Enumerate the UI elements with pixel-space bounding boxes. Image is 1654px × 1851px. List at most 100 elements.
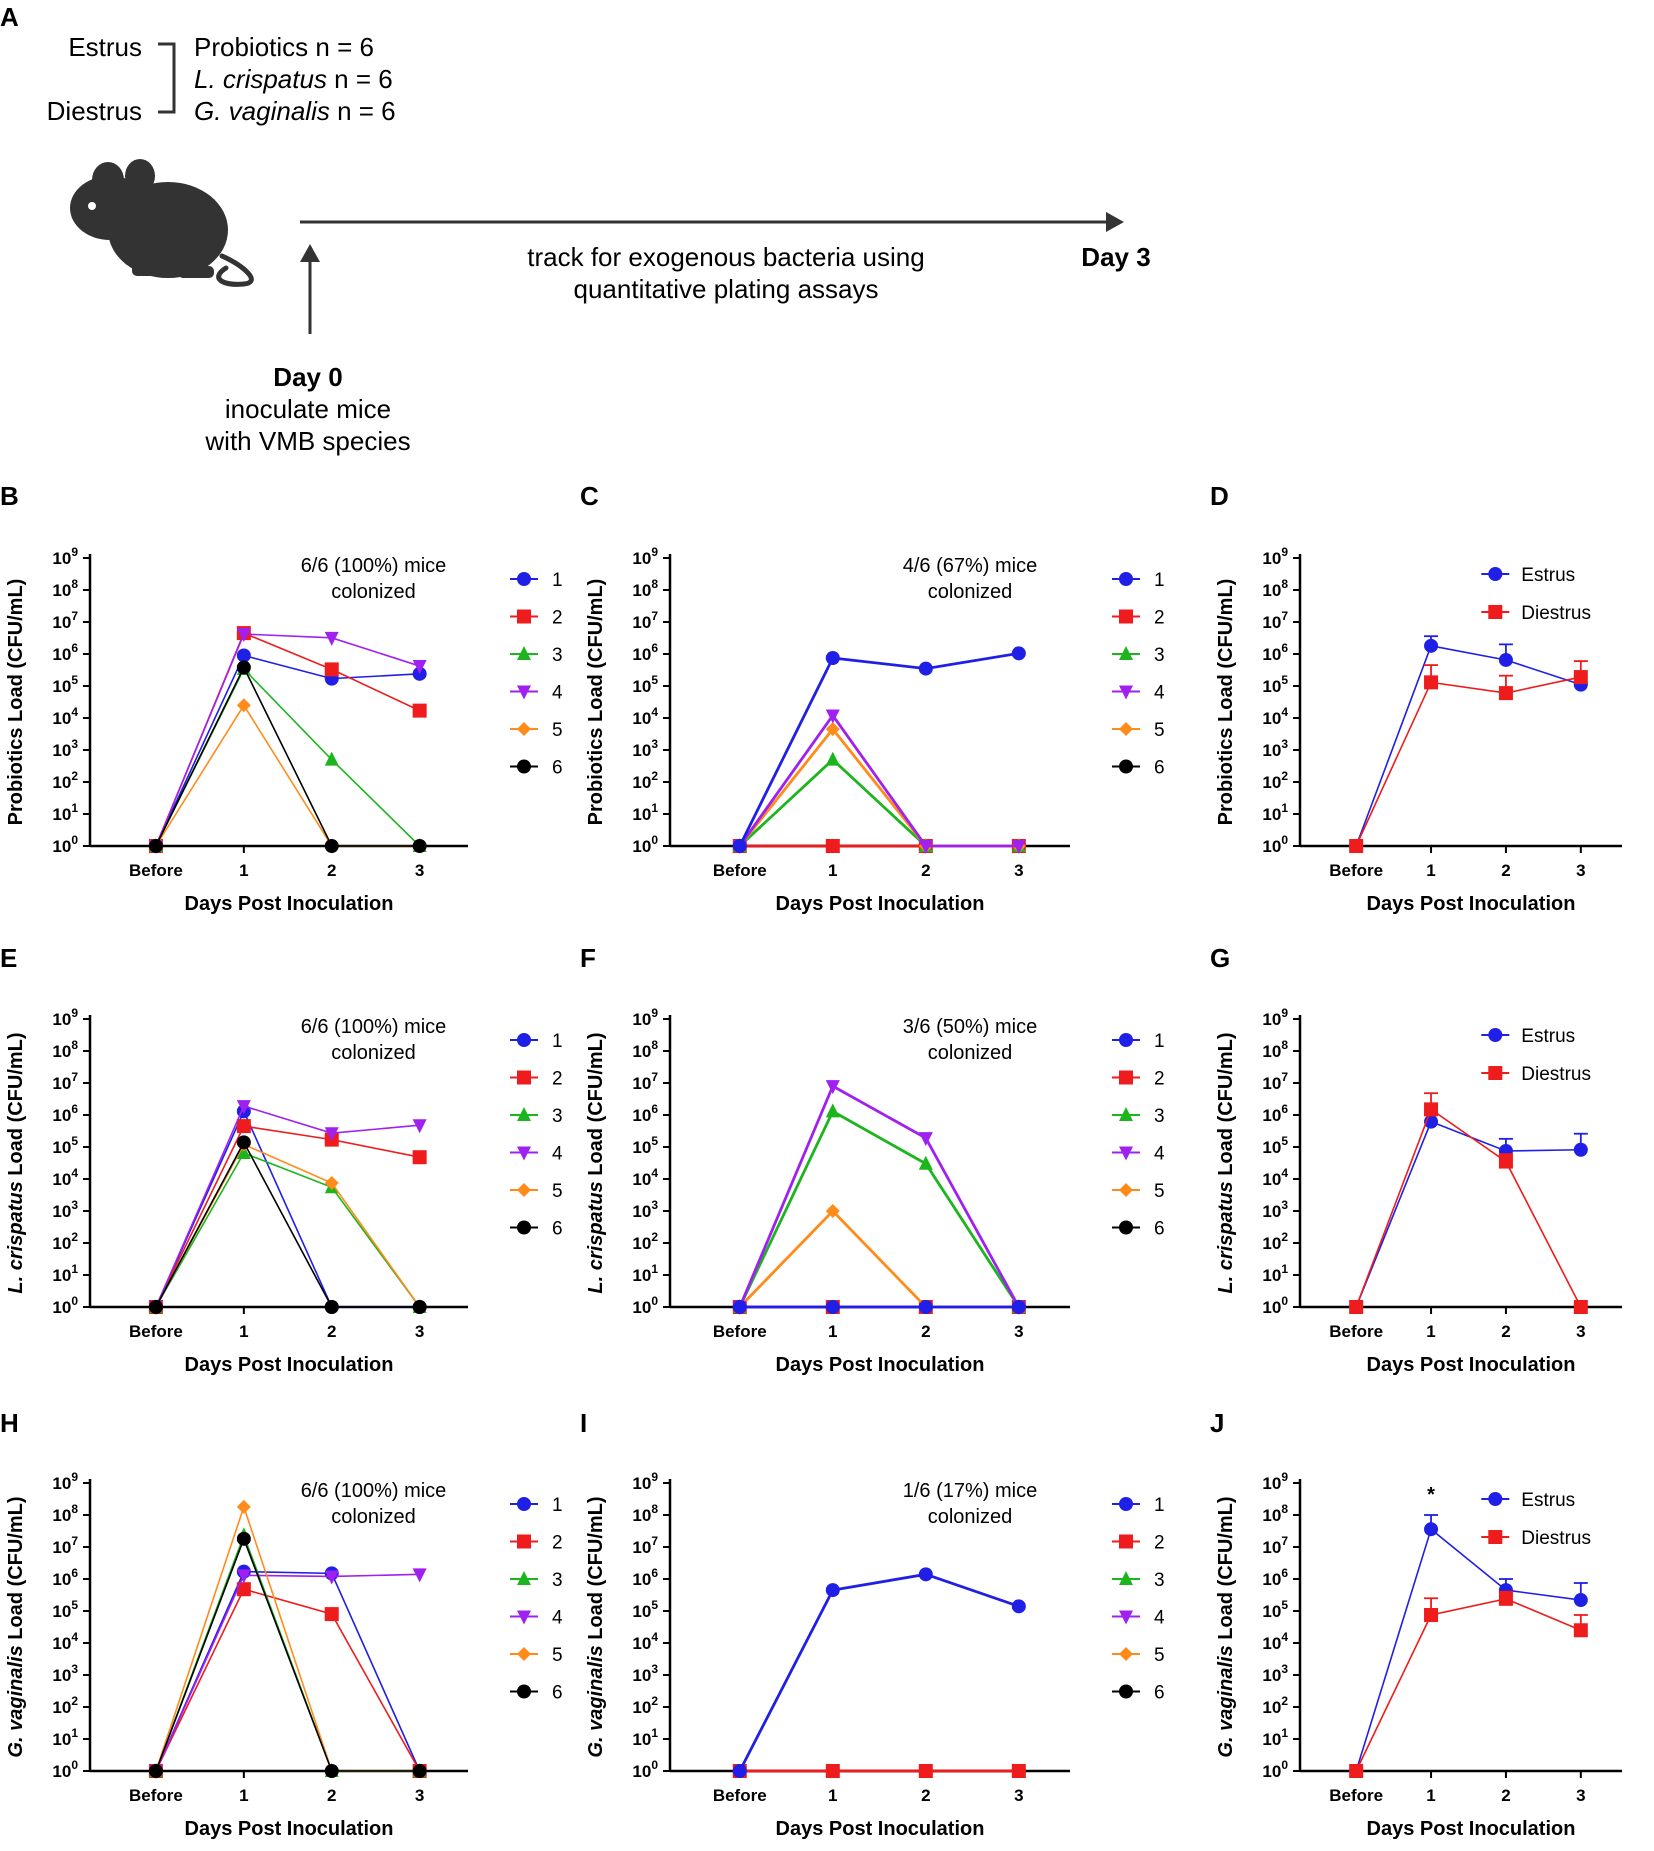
y-tick-base: 10 — [52, 1202, 71, 1221]
legend-marker — [1119, 1497, 1133, 1511]
y-tick-label: 102 — [632, 1694, 658, 1717]
legend-label: Estrus — [1521, 1490, 1575, 1511]
y-tick-exponent: 9 — [71, 545, 78, 559]
y-tick-base: 10 — [52, 1234, 71, 1253]
y-tick-label: 101 — [1262, 801, 1288, 824]
data-point — [236, 1531, 251, 1546]
data-point — [1498, 1591, 1513, 1606]
legend-marker — [517, 1146, 531, 1161]
legend-label: 5 — [1154, 1645, 1165, 1666]
data-point — [825, 1103, 840, 1118]
data-point — [412, 1300, 427, 1314]
legend-marker — [1119, 1146, 1133, 1161]
y-tick-label: 100 — [52, 1294, 78, 1317]
panel-letter-g: G — [1210, 943, 1230, 973]
y-axis-title-species: L. crispatus — [5, 1181, 27, 1293]
y-tick-exponent: 0 — [651, 833, 658, 847]
y-tick-label: 105 — [632, 673, 658, 696]
data-point — [324, 1764, 339, 1778]
legend-label: 1 — [1154, 1031, 1165, 1052]
y-tick-label: 103 — [1262, 737, 1288, 760]
series-f-1 — [732, 1300, 1026, 1314]
series-f-3 — [732, 1103, 1026, 1313]
series-c-5 — [732, 722, 1026, 853]
data-point — [412, 1150, 427, 1165]
y-tick-exponent: 2 — [1281, 1230, 1288, 1244]
panel-letter-c: C — [580, 481, 599, 511]
y-tick-label: 106 — [1262, 1102, 1288, 1125]
legend-label: 3 — [552, 1570, 563, 1591]
data-point — [1349, 1764, 1364, 1778]
y-tick-label: 103 — [632, 737, 658, 760]
y-tick-base: 10 — [52, 1698, 71, 1717]
data-point — [1424, 1102, 1439, 1117]
legend-label: 1 — [1154, 1495, 1165, 1516]
x-tick-label: 1 — [239, 861, 248, 880]
legend-marker — [1488, 1530, 1503, 1544]
data-point — [918, 840, 933, 854]
y-tick-base: 10 — [632, 1010, 651, 1029]
legend-label: 4 — [1154, 1608, 1165, 1629]
y-tick-label: 107 — [632, 1534, 658, 1557]
x-axis-title: Days Post Inoculation — [776, 1818, 985, 1840]
y-tick-exponent: 4 — [1281, 1166, 1288, 1180]
y-tick-label: 100 — [52, 833, 78, 856]
y-tick-base: 10 — [632, 805, 651, 824]
y-tick-exponent: 8 — [71, 1502, 78, 1516]
group-gvaginalis-species: G. vaginalis — [194, 96, 330, 126]
series-line — [155, 1573, 420, 1772]
group-lcrispatus-species: L. crispatus — [194, 64, 327, 94]
legend-marker — [517, 1107, 531, 1121]
y-tick-label: 104 — [1262, 705, 1288, 728]
data-point — [236, 1135, 251, 1150]
series-h-3 — [148, 1527, 427, 1777]
series-line — [155, 1125, 420, 1308]
data-point — [1011, 1764, 1026, 1778]
data-point — [148, 1300, 163, 1314]
x-tick-label: Before — [129, 1322, 183, 1341]
y-tick-exponent: 5 — [1281, 1598, 1288, 1612]
data-point — [236, 660, 251, 675]
y-tick-label: 105 — [632, 1134, 658, 1157]
data-point — [1349, 839, 1364, 853]
y-tick-exponent: 6 — [1281, 1566, 1288, 1580]
legend-marker — [1119, 1684, 1133, 1699]
y-tick-base: 10 — [1262, 1730, 1281, 1749]
y-axis-title-text: Load (CFU/mL) — [1215, 1496, 1237, 1645]
significance-marker: * — [1427, 1484, 1435, 1506]
legend-marker — [517, 1183, 531, 1197]
y-tick-exponent: 9 — [651, 1470, 658, 1484]
data-point — [732, 839, 747, 853]
y-tick-base: 10 — [1262, 1474, 1281, 1493]
data-point — [918, 1155, 933, 1170]
data-point — [1498, 1154, 1513, 1169]
series-line — [738, 1208, 1019, 1309]
legend-label: 3 — [552, 1106, 563, 1127]
y-tick-label: 101 — [52, 801, 78, 824]
y-tick-base: 10 — [632, 773, 651, 792]
legend-label: 2 — [552, 608, 563, 629]
y-tick-label: 107 — [632, 1070, 658, 1093]
data-point — [324, 1607, 339, 1622]
legend-label: 5 — [552, 720, 563, 741]
y-axis-title-text: Load (CFU/mL) — [585, 1496, 607, 1645]
legend-label: Estrus — [1521, 1026, 1575, 1047]
panel-letter-i: I — [580, 1408, 587, 1438]
legend-marker — [1119, 759, 1133, 774]
x-tick-label: 3 — [1576, 861, 1585, 880]
x-axis-title: Days Post Inoculation — [776, 1354, 985, 1376]
y-tick-label: 102 — [632, 769, 658, 792]
y-tick-label: 103 — [52, 737, 78, 760]
data-point — [1573, 1142, 1588, 1157]
y-tick-exponent: 7 — [651, 1070, 658, 1084]
y-tick-exponent: 1 — [651, 1726, 658, 1740]
legend-label: 4 — [552, 683, 563, 704]
legend-label: 2 — [1154, 1533, 1165, 1554]
legend-marker — [1119, 646, 1133, 660]
y-axis-title: Probiotics Load (CFU/mL) — [585, 579, 607, 826]
